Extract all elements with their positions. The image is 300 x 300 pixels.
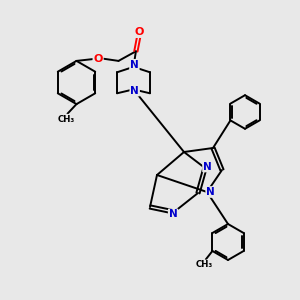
Text: O: O bbox=[93, 53, 103, 64]
Text: N: N bbox=[130, 60, 139, 70]
Text: N: N bbox=[206, 187, 215, 197]
Text: CH₃: CH₃ bbox=[196, 260, 213, 269]
Text: N: N bbox=[203, 161, 212, 172]
Text: CH₃: CH₃ bbox=[57, 115, 75, 124]
Text: O: O bbox=[134, 27, 144, 37]
Text: N: N bbox=[130, 85, 139, 96]
Text: N: N bbox=[169, 209, 178, 219]
